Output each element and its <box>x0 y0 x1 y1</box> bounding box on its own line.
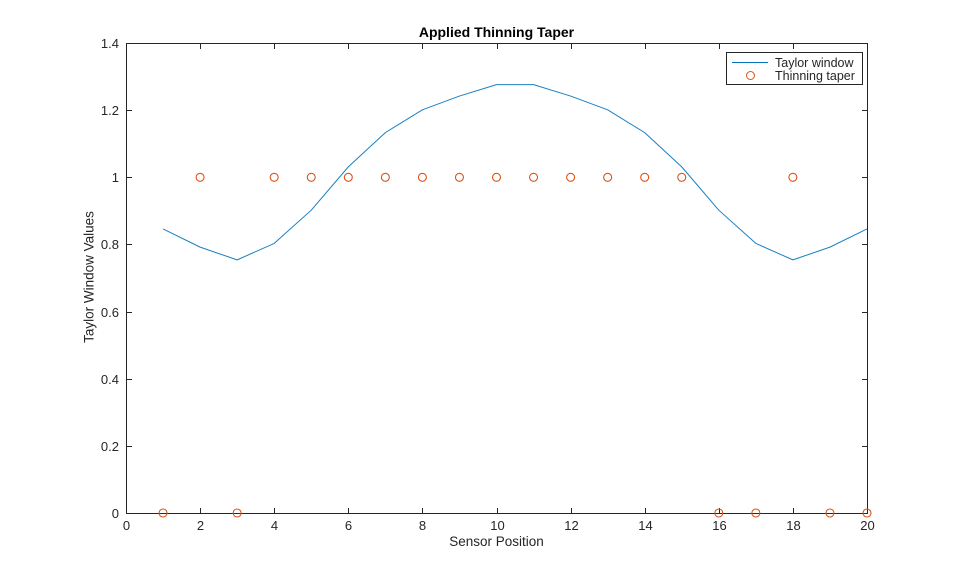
y-tick-label: 0.2 <box>101 439 119 454</box>
x-tick-label: 2 <box>197 518 204 533</box>
y-tick-label: 0.4 <box>101 372 119 387</box>
thinning-taper-marker <box>714 508 724 518</box>
x-tick-label: 20 <box>860 518 874 533</box>
thinning-taper-marker <box>417 172 427 182</box>
y-tick-label: 0.6 <box>101 305 119 320</box>
x-tick-label: 14 <box>638 518 652 533</box>
legend-sample <box>727 62 773 63</box>
thinning-taper-marker <box>603 172 613 182</box>
x-tick-label: 0 <box>123 518 130 533</box>
x-tick-label: 8 <box>419 518 426 533</box>
thinning-taper-marker <box>232 508 242 518</box>
thinning-taper-marker <box>269 172 279 182</box>
chart-title: Applied Thinning Taper <box>418 24 575 40</box>
y-axis-label: Taylor Window Values <box>81 211 97 343</box>
x-tick-label: 12 <box>564 518 578 533</box>
axes-box <box>126 43 868 514</box>
thinning-taper-marker <box>825 508 835 518</box>
x-axis-label: Sensor Position <box>449 534 544 549</box>
x-tick-label: 10 <box>490 518 504 533</box>
thinning-taper-marker-sample <box>745 71 755 80</box>
thinning-taper-marker <box>343 172 353 182</box>
x-tick-label: 16 <box>712 518 726 533</box>
legend-label: Taylor window <box>775 55 854 70</box>
thinning-taper-marker <box>158 508 168 518</box>
legend-entry-taylor-window: Taylor window <box>727 55 862 70</box>
thinning-taper-marker <box>195 172 205 182</box>
thinning-taper-marker <box>640 172 650 182</box>
x-tick-label: 18 <box>786 518 800 533</box>
legend-label: Thinning taper <box>775 68 855 83</box>
thinning-taper-marker <box>454 172 465 182</box>
legend: Taylor window Thinning taper <box>726 52 863 85</box>
taylor-window-line-sample <box>732 62 768 63</box>
y-tick-label: 0 <box>112 506 119 521</box>
taylor-window-line <box>162 84 868 261</box>
thinning-taper-marker <box>677 172 687 182</box>
thinning-taper-marker <box>566 172 576 182</box>
thinning-taper-marker <box>528 172 539 182</box>
y-tick-label: 1.2 <box>101 103 119 118</box>
legend-sample <box>727 71 773 80</box>
thinning-taper-marker <box>380 172 390 182</box>
x-tick-label: 6 <box>345 518 352 533</box>
thinning-taper-marker <box>751 508 761 518</box>
thinning-taper-marker <box>788 172 798 182</box>
legend-entry-thinning-taper: Thinning taper <box>727 68 862 83</box>
y-tick-label: 1.4 <box>101 36 119 51</box>
thinning-taper-marker <box>306 172 316 182</box>
thinning-taper-marker <box>491 172 502 182</box>
x-tick-label: 4 <box>271 518 278 533</box>
thinning-taper-marker <box>862 508 872 518</box>
y-tick-label: 0.8 <box>101 237 119 252</box>
y-tick-label: 1 <box>112 170 119 185</box>
